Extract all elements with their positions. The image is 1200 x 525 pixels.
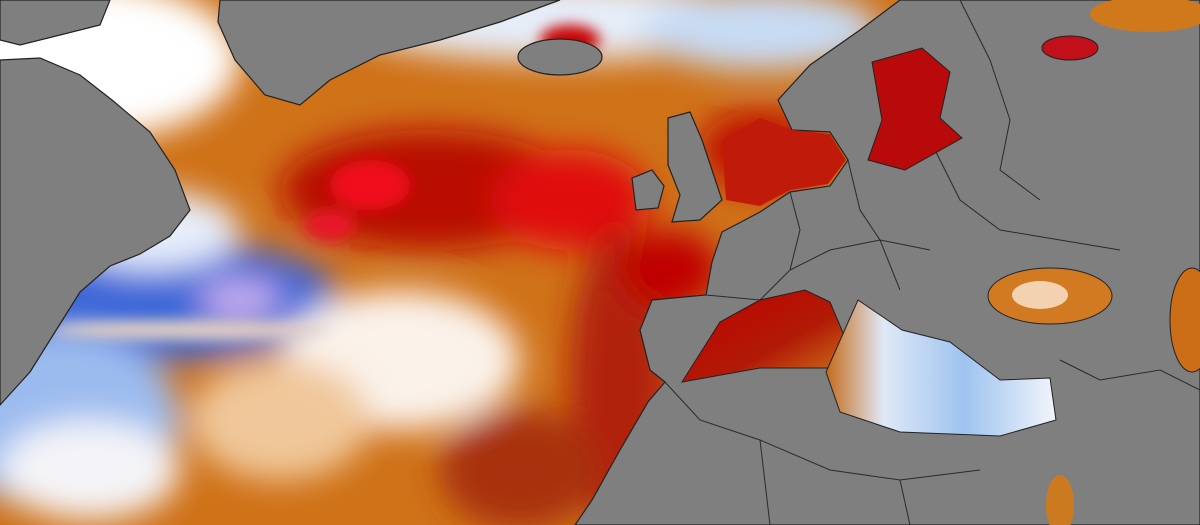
cool-north xyxy=(640,0,880,70)
arctic-coast xyxy=(1090,0,1200,32)
cold-spot xyxy=(200,280,280,320)
hot-area xyxy=(620,230,720,310)
country-borders xyxy=(664,0,1200,525)
north-america xyxy=(0,57,191,406)
red-sea xyxy=(1046,475,1074,525)
hot-spot xyxy=(330,160,410,210)
great-britain xyxy=(667,111,723,223)
hot-area xyxy=(490,150,650,250)
eastern-mediterranean xyxy=(825,299,1057,437)
north-sea xyxy=(722,118,846,206)
border xyxy=(664,381,981,481)
ireland xyxy=(631,169,665,211)
border xyxy=(759,439,771,525)
western-mediterranean xyxy=(680,289,847,383)
current-edge xyxy=(50,320,330,340)
north-america-top xyxy=(0,0,111,46)
caspian-sea xyxy=(1169,267,1200,373)
hot-area xyxy=(440,410,600,525)
warm-area xyxy=(190,360,370,480)
border xyxy=(929,139,1121,251)
hot-spot xyxy=(305,210,355,240)
white-sea xyxy=(1041,35,1099,61)
baltic-sea xyxy=(867,47,963,171)
greenland xyxy=(217,0,561,106)
black-sea-center xyxy=(1012,281,1068,309)
ocean-detail xyxy=(50,25,600,340)
border xyxy=(705,239,931,301)
border xyxy=(899,479,911,525)
border xyxy=(789,191,801,271)
iceland xyxy=(517,38,603,76)
border xyxy=(1059,359,1200,391)
border xyxy=(959,0,1041,201)
neutral-area xyxy=(0,420,180,520)
border xyxy=(847,159,901,291)
